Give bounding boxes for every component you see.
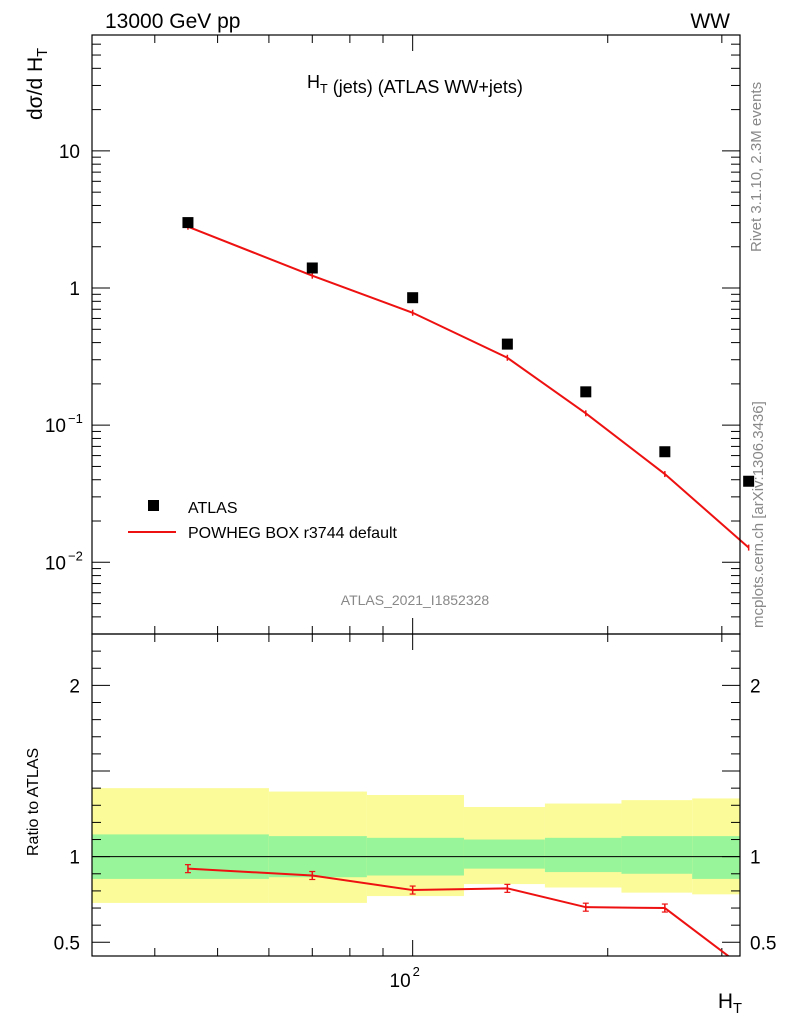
- y-tick-label-exponent: −1: [68, 411, 83, 426]
- band-green-3: [463, 839, 545, 869]
- plot-title: HT (jets) (ATLAS WW+jets): [307, 72, 523, 97]
- side-label-rivet: Rivet 3.1.10, 2.3M events: [748, 82, 765, 252]
- main-series: [182, 217, 755, 551]
- y-tick-label: 1: [69, 279, 80, 300]
- data-point: [659, 446, 671, 458]
- y-tick-label: 10: [59, 142, 80, 163]
- x-axis-label: HT: [718, 990, 742, 1017]
- ratio-uncertainty-bands: [92, 788, 740, 903]
- legend-data-marker: [148, 500, 159, 511]
- data-point: [501, 338, 513, 350]
- y-tick-label: 10: [45, 553, 66, 574]
- band-green-5: [621, 836, 693, 874]
- ratio-y-tick-label-right: 0.5: [750, 933, 776, 954]
- data-point: [580, 386, 592, 398]
- ratio-axis-ticks: [92, 634, 740, 956]
- ratio-y-tick-label-left: 0.5: [54, 933, 80, 954]
- x-tick-labels: 10 2: [390, 964, 420, 992]
- band-green-6: [692, 836, 740, 879]
- ratio-panel: 2 21 10.5 0.5 Ratio to ATLAS 10 2 HT: [25, 634, 776, 1017]
- ratio-y-tick-label-right: 1: [750, 848, 761, 869]
- legend: ATLAS POWHEG BOX r3744 default: [128, 500, 398, 542]
- legend-data-label: ATLAS: [188, 500, 238, 517]
- ratio-y-tick-label-left: 1: [69, 848, 80, 869]
- ratio-y-tick-label-left: 2: [69, 676, 80, 697]
- ratio-y-tick-labels: 2 2 1 1 0.5 0.5: [54, 676, 777, 954]
- header-energy-label: 13000 GeV pp: [105, 10, 240, 33]
- ratio-y-axis-label: Ratio to ATLAS: [25, 748, 42, 856]
- ratio-series: [184, 864, 730, 956]
- x-tick-label-exponent: 2: [413, 964, 420, 979]
- band-green-4: [544, 837, 622, 873]
- analysis-id: ATLAS_2021_I1852328: [341, 592, 490, 608]
- main-panel: HT (jets) (ATLAS WW+jets) ATLAS_2021_I18…: [24, 34, 755, 635]
- ratio-frame: [91, 633, 741, 957]
- main-y-axis-label: dσ/d HT: [24, 48, 51, 120]
- main-frame: [91, 34, 741, 635]
- main-axis-ticks: [92, 34, 740, 635]
- legend-mc-label: POWHEG BOX r3744 default: [188, 525, 398, 542]
- data-point: [407, 292, 419, 304]
- side-label-mcplots: mcplots.cern.ch [arXiv:1306.3436]: [750, 401, 767, 628]
- data-point: [743, 475, 755, 487]
- y-tick-label-exponent: −2: [68, 548, 83, 563]
- ratio-y-tick-label-right: 2: [750, 676, 761, 697]
- data-point: [182, 217, 194, 229]
- x-tick-label: 10: [390, 971, 411, 992]
- y-tick-label: 10: [45, 416, 66, 437]
- mc-line: [187, 225, 750, 549]
- header-process-label: WW: [690, 10, 730, 33]
- data-point: [306, 262, 318, 274]
